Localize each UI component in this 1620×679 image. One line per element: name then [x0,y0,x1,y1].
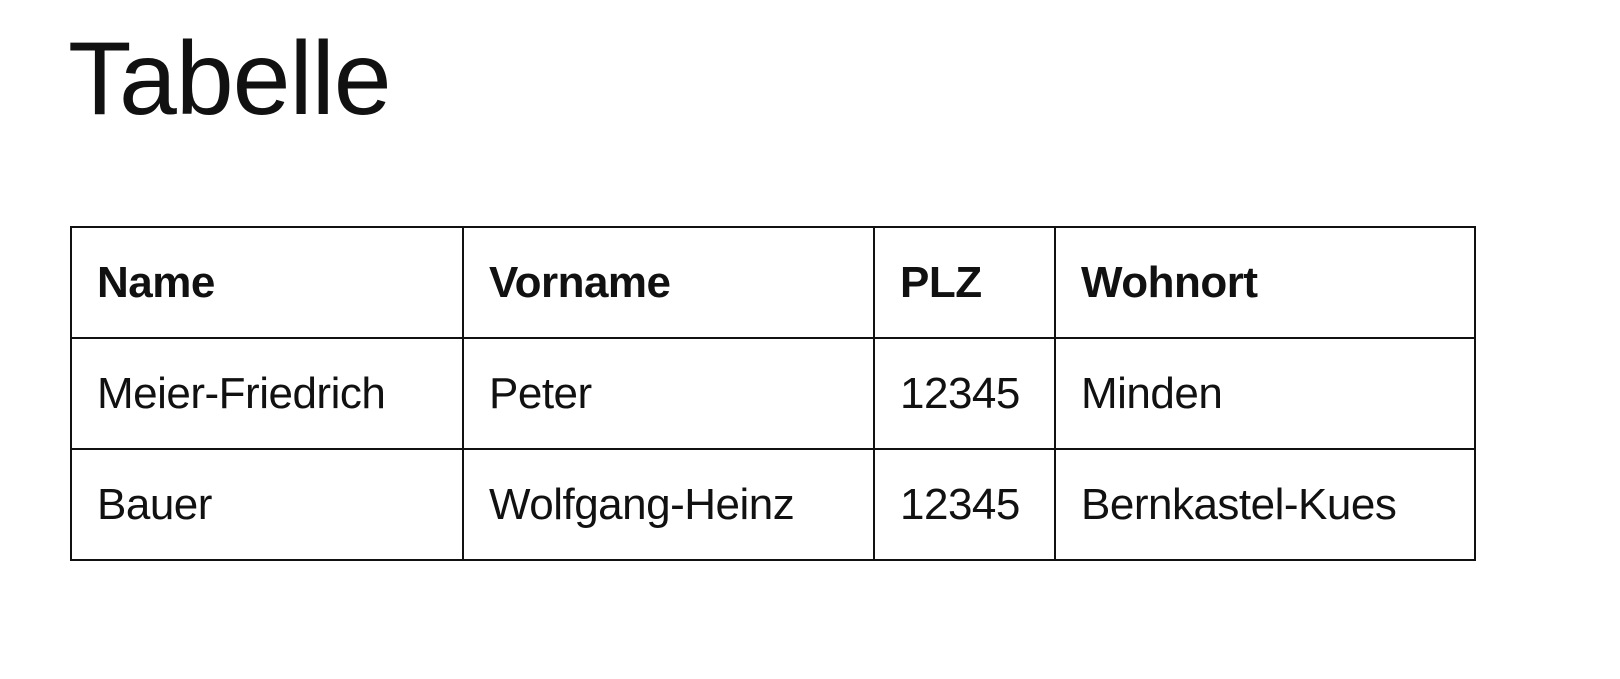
cell-wohnort: Bernkastel-Kues [1054,448,1476,561]
table-header-row: Name Vorname PLZ Wohnort [70,226,1476,339]
table-row: Bauer Wolfgang-Heinz 12345 Bernkastel-Ku… [70,448,1476,561]
header-vorname: Vorname [462,226,875,339]
header-plz: PLZ [873,226,1056,339]
page-title: Tabelle [68,21,392,137]
header-name: Name [70,226,464,339]
cell-plz: 12345 [873,337,1056,450]
cell-name: Bauer [70,448,464,561]
cell-vorname: Wolfgang-Heinz [462,448,875,561]
cell-name: Meier-Friedrich [70,337,464,450]
cell-wohnort: Minden [1054,337,1476,450]
header-wohnort: Wohnort [1054,226,1476,339]
cell-plz: 12345 [873,448,1056,561]
cell-vorname: Peter [462,337,875,450]
data-table: Name Vorname PLZ Wohnort Meier-Friedrich… [70,226,1476,561]
table-row: Meier-Friedrich Peter 12345 Minden [70,337,1476,450]
